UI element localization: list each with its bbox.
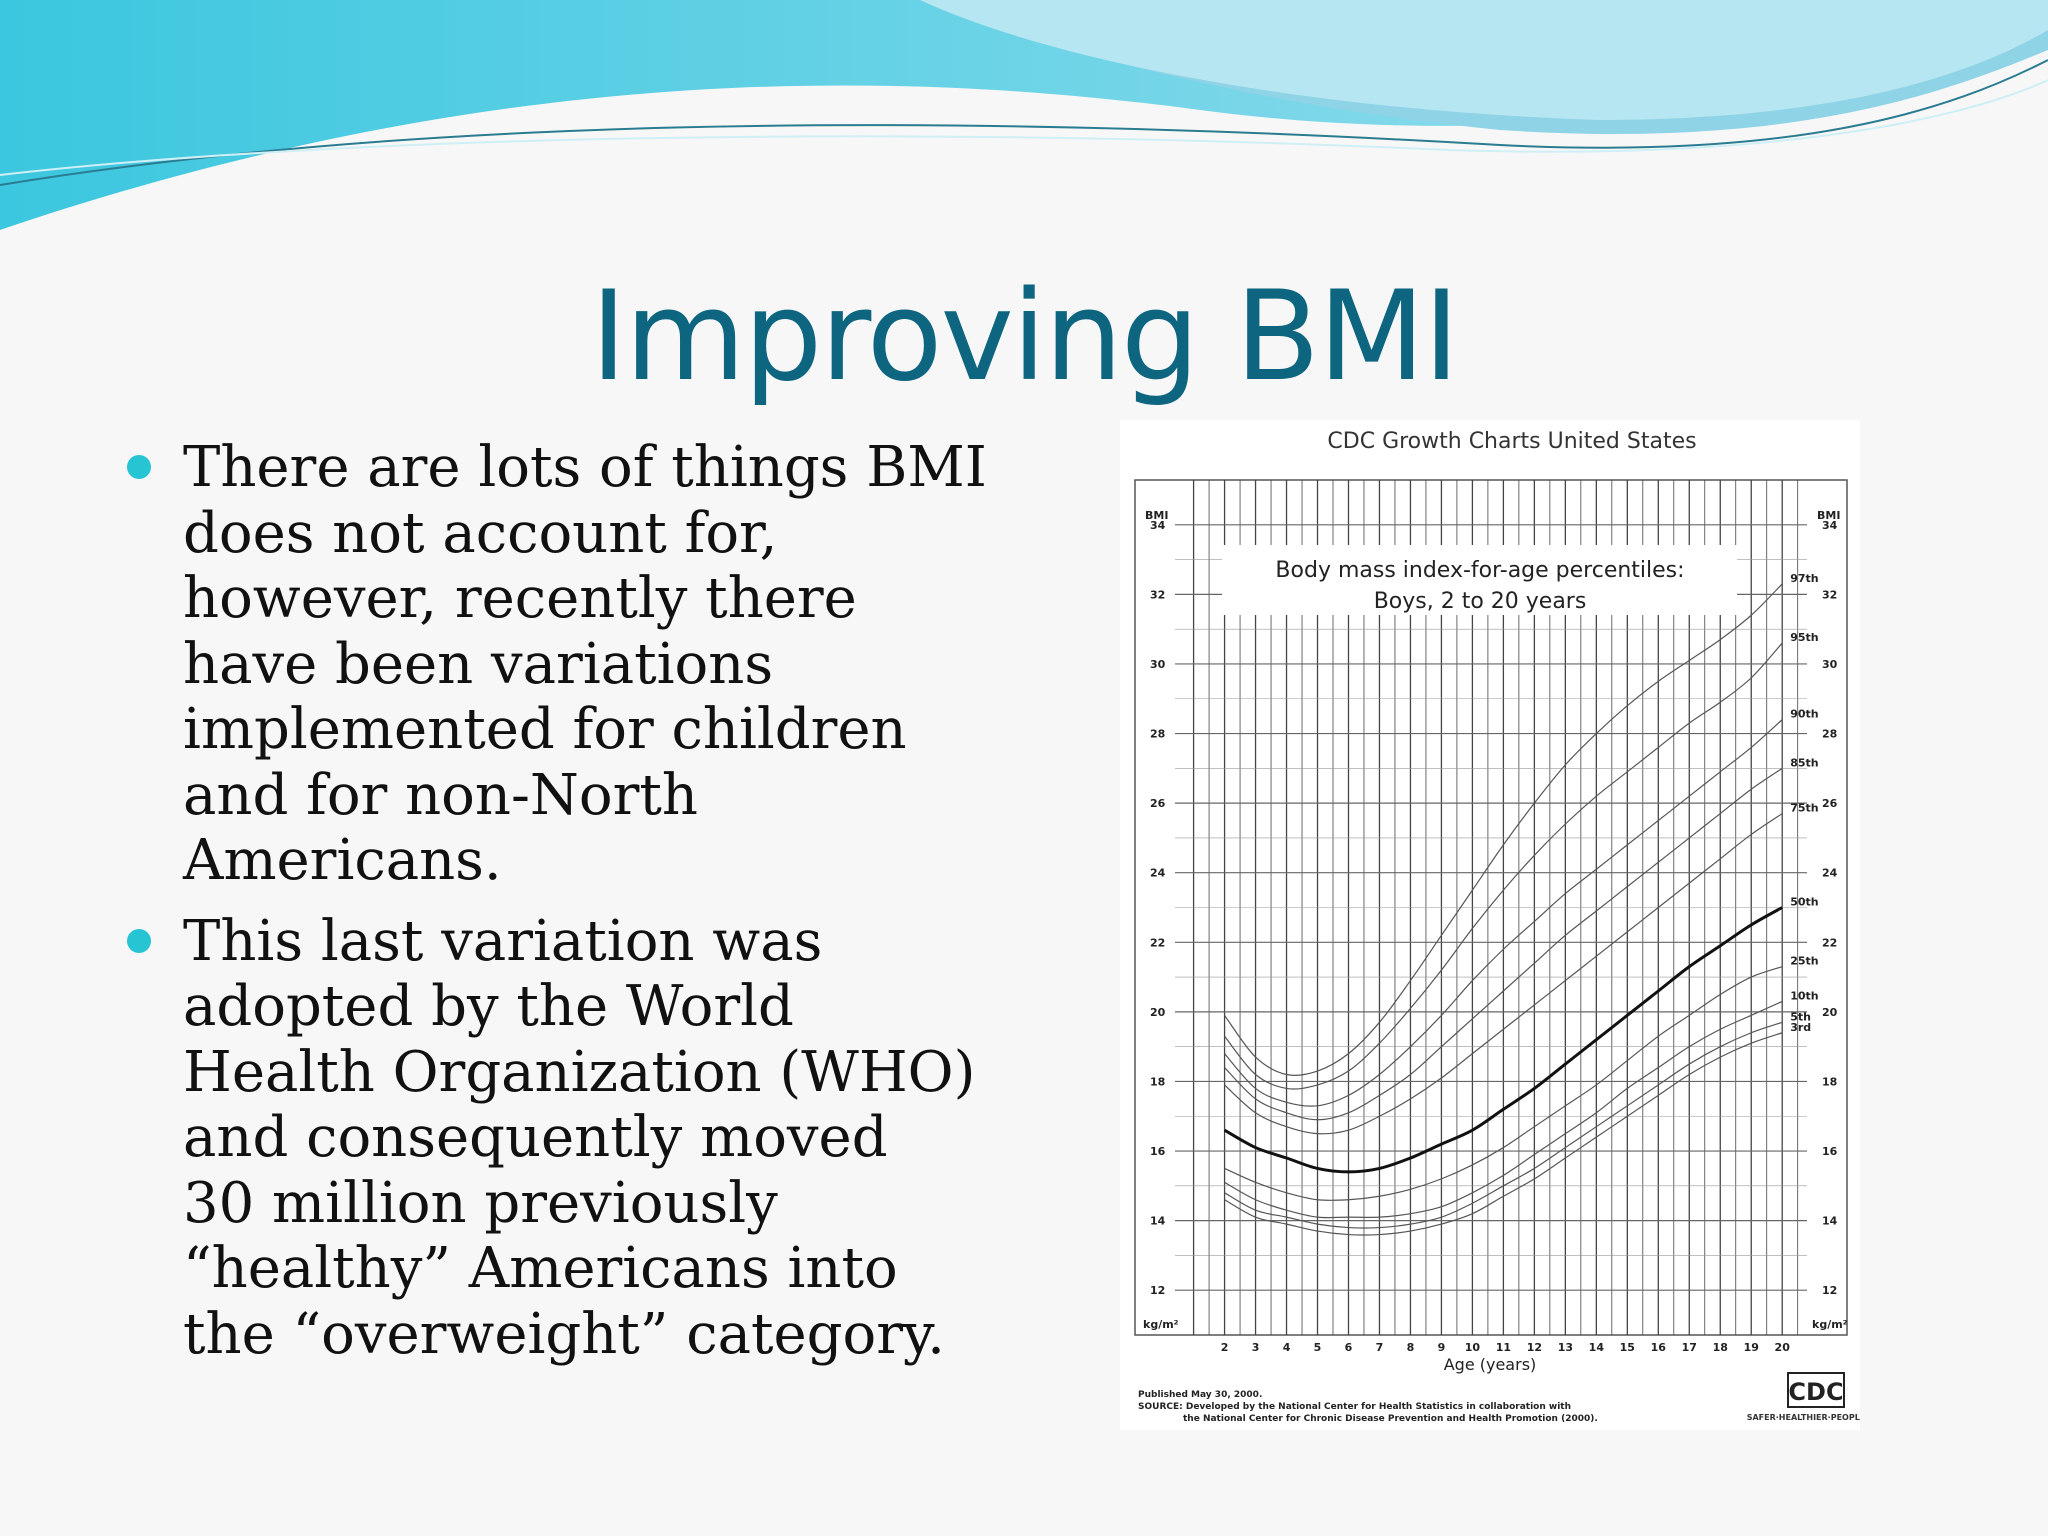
y-tick-label: 24 xyxy=(1822,867,1838,880)
x-tick-label: 3 xyxy=(1252,1341,1260,1354)
series-label-97th: 97th xyxy=(1790,572,1818,585)
x-tick-label: 18 xyxy=(1713,1341,1728,1354)
x-tick-label: 17 xyxy=(1682,1341,1697,1354)
y-tick-label: 14 xyxy=(1822,1215,1838,1228)
x-tick-label: 14 xyxy=(1589,1341,1605,1354)
x-tick-label: 7 xyxy=(1376,1341,1384,1354)
bullet-item: There are lots of things BMI does not ac… xyxy=(120,435,1020,894)
x-tick-label: 11 xyxy=(1496,1341,1511,1354)
footer-line: the National Center for Chronic Disease … xyxy=(1183,1414,1598,1424)
header-wave-decoration xyxy=(0,0,2048,230)
y-tick-label: 18 xyxy=(1150,1075,1165,1088)
series-line-85th xyxy=(1224,767,1783,1121)
series-label-75th: 75th xyxy=(1790,802,1818,815)
x-tick-label: 10 xyxy=(1465,1341,1481,1354)
y-tick-label: 14 xyxy=(1150,1215,1166,1228)
x-tick-label: 9 xyxy=(1438,1341,1446,1354)
chart-frame xyxy=(1134,479,1848,1336)
bullet-dot-icon xyxy=(127,928,151,953)
y-tick-label: 18 xyxy=(1822,1075,1837,1088)
y-tick-label: 26 xyxy=(1822,797,1838,810)
y-tick-label: 22 xyxy=(1150,936,1165,949)
chart-title: Body mass index-for-age percentiles: xyxy=(1275,558,1684,583)
bullet-dot-icon xyxy=(127,455,151,479)
series-line-75th xyxy=(1224,813,1783,1135)
bullet-list: There are lots of things BMI does not ac… xyxy=(120,435,1020,1382)
x-tick-label: 8 xyxy=(1407,1341,1415,1354)
footer-line: Published May 30, 2000. xyxy=(1138,1390,1262,1400)
slide-title: Improving BMI xyxy=(590,265,1459,409)
series-line-10th xyxy=(1224,1000,1783,1219)
svg-text:SAFER·HEALTHIER·PEOPLE™: SAFER·HEALTHIER·PEOPLE™ xyxy=(1747,1413,1860,1422)
series-line-50th xyxy=(1223,906,1783,1174)
series-line-25th xyxy=(1224,966,1783,1202)
x-tick-label: 13 xyxy=(1558,1341,1573,1354)
bullet-item: This last variation was adopted by the W… xyxy=(120,909,1020,1368)
bullet-text: This last variation was adopted by the W… xyxy=(183,908,976,1367)
y-tick-label: 34 xyxy=(1150,519,1166,532)
y-tick-label: 20 xyxy=(1150,1006,1166,1019)
series-line-5th xyxy=(1224,1021,1783,1229)
chart-subtitle: Boys, 2 to 20 years xyxy=(1374,589,1587,614)
y-tick-label: 32 xyxy=(1822,588,1837,601)
footer-line: SOURCE: Developed by the National Center… xyxy=(1138,1402,1571,1412)
x-tick-label: 6 xyxy=(1345,1341,1353,1354)
x-tick-label: 12 xyxy=(1527,1341,1542,1354)
series-label-3rd: 3rd xyxy=(1790,1021,1811,1034)
series-label-85th: 85th xyxy=(1790,756,1818,769)
bullet-text: There are lots of things BMI does not ac… xyxy=(183,435,987,893)
x-tick-label: 20 xyxy=(1775,1341,1791,1354)
y-tick-label: 30 xyxy=(1150,658,1166,671)
series-label-90th: 90th xyxy=(1790,708,1818,721)
x-tick-label: 15 xyxy=(1620,1341,1635,1354)
y-tick-label: 16 xyxy=(1822,1145,1838,1158)
svg-text:CDC: CDC xyxy=(1788,1378,1843,1406)
series-label-5th: 5th xyxy=(1790,1010,1811,1023)
x-axis-label: Age (years) xyxy=(1444,1355,1537,1374)
series-label-95th: 95th xyxy=(1790,631,1818,644)
chart-title-box xyxy=(1222,545,1737,615)
series-line-97th xyxy=(1224,583,1783,1077)
series-line-90th xyxy=(1224,719,1783,1107)
y-tick-label: 12 xyxy=(1150,1284,1165,1297)
y-tick-label: 28 xyxy=(1822,728,1837,741)
y-axis-label-right: BMI xyxy=(1817,509,1840,522)
y-tick-label: 30 xyxy=(1822,658,1838,671)
series-line-95th xyxy=(1224,642,1783,1090)
y-tick-label: 12 xyxy=(1822,1284,1837,1297)
y-tick-label: 24 xyxy=(1150,867,1166,880)
x-tick-label: 16 xyxy=(1651,1341,1667,1354)
x-tick-label: 19 xyxy=(1744,1341,1759,1354)
y-axis-label-left: BMI xyxy=(1145,509,1168,522)
series-label-25th: 25th xyxy=(1790,955,1818,968)
cdc-logo: CDC SAFER·HEALTHIER·PEOPLE™ xyxy=(1747,1372,1860,1422)
y-tick-label: 28 xyxy=(1150,728,1165,741)
y-unit-right: kg/m² xyxy=(1812,1318,1848,1331)
y-tick-label: 16 xyxy=(1150,1145,1166,1158)
x-tick-label: 2 xyxy=(1221,1341,1229,1354)
y-tick-label: 22 xyxy=(1822,936,1837,949)
series-label-10th: 10th xyxy=(1790,989,1818,1002)
y-unit-left: kg/m² xyxy=(1143,1318,1179,1331)
series-line-3rd xyxy=(1224,1032,1783,1236)
y-tick-label: 20 xyxy=(1822,1006,1838,1019)
y-tick-label: 32 xyxy=(1150,588,1165,601)
series-label-50th: 50th xyxy=(1790,896,1818,909)
chart-header: CDC Growth Charts United States xyxy=(1327,429,1696,454)
y-tick-label: 26 xyxy=(1150,797,1166,810)
x-tick-label: 5 xyxy=(1314,1341,1322,1354)
bmi-growth-chart: CDC Growth Charts United States 12 12 14 14… xyxy=(1120,420,1860,1430)
y-tick-label: 34 xyxy=(1822,519,1838,532)
x-tick-label: 4 xyxy=(1283,1341,1291,1354)
